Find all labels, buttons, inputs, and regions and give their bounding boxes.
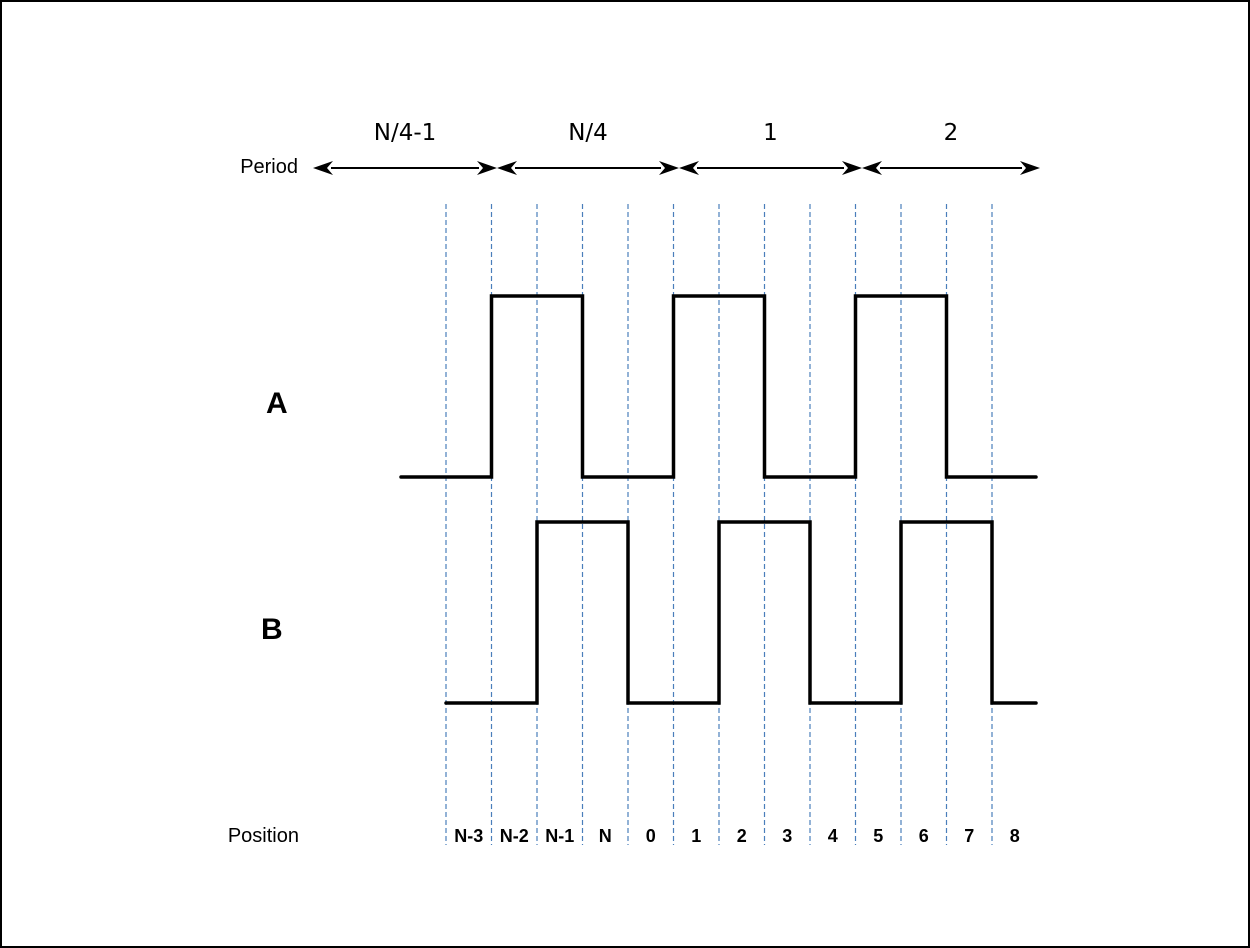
period-arrow: N/4 (497, 120, 679, 175)
position-label: N-1 (545, 826, 574, 846)
arrowhead-right (842, 161, 862, 175)
period-label: 1 (763, 120, 778, 146)
period-row-label: Period (240, 156, 298, 178)
position-row-label: Position (228, 825, 299, 847)
arrowhead-right (659, 161, 679, 175)
arrowhead-left (313, 161, 333, 175)
position-label: 7 (964, 826, 974, 846)
period-label: N/4 (568, 120, 608, 146)
position-label: 6 (919, 826, 929, 846)
position-label: N-3 (454, 826, 483, 846)
period-arrow: 1 (679, 120, 862, 175)
period-label: 2 (944, 120, 959, 146)
position-label: 5 (873, 826, 883, 846)
signal-a-label: A (266, 387, 288, 420)
arrowhead-right (1020, 161, 1040, 175)
arrowhead-left (497, 161, 517, 175)
period-arrows: N/4-1 N/4 1 2 (313, 120, 1040, 175)
position-label: 0 (646, 826, 656, 846)
position-label: 2 (737, 826, 747, 846)
arrowhead-right (477, 161, 497, 175)
position-label: N-2 (500, 826, 529, 846)
signal-b-label: B (261, 613, 283, 646)
arrowhead-left (679, 161, 699, 175)
arrowhead-left (862, 161, 882, 175)
position-label: 4 (828, 826, 838, 846)
position-label: 3 (782, 826, 792, 846)
period-label: N/4-1 (374, 120, 437, 146)
position-labels: N-3 N-2 N-1 N 0 1 2 3 4 5 6 7 8 (454, 826, 1020, 846)
signal-b-waveform (444, 520, 1038, 705)
position-label: 8 (1010, 826, 1020, 846)
position-label: N (599, 826, 612, 846)
period-arrow: 2 (862, 120, 1040, 175)
signal-a-waveform (399, 294, 1038, 479)
position-label: 1 (691, 826, 701, 846)
period-arrow: N/4-1 (313, 120, 497, 175)
